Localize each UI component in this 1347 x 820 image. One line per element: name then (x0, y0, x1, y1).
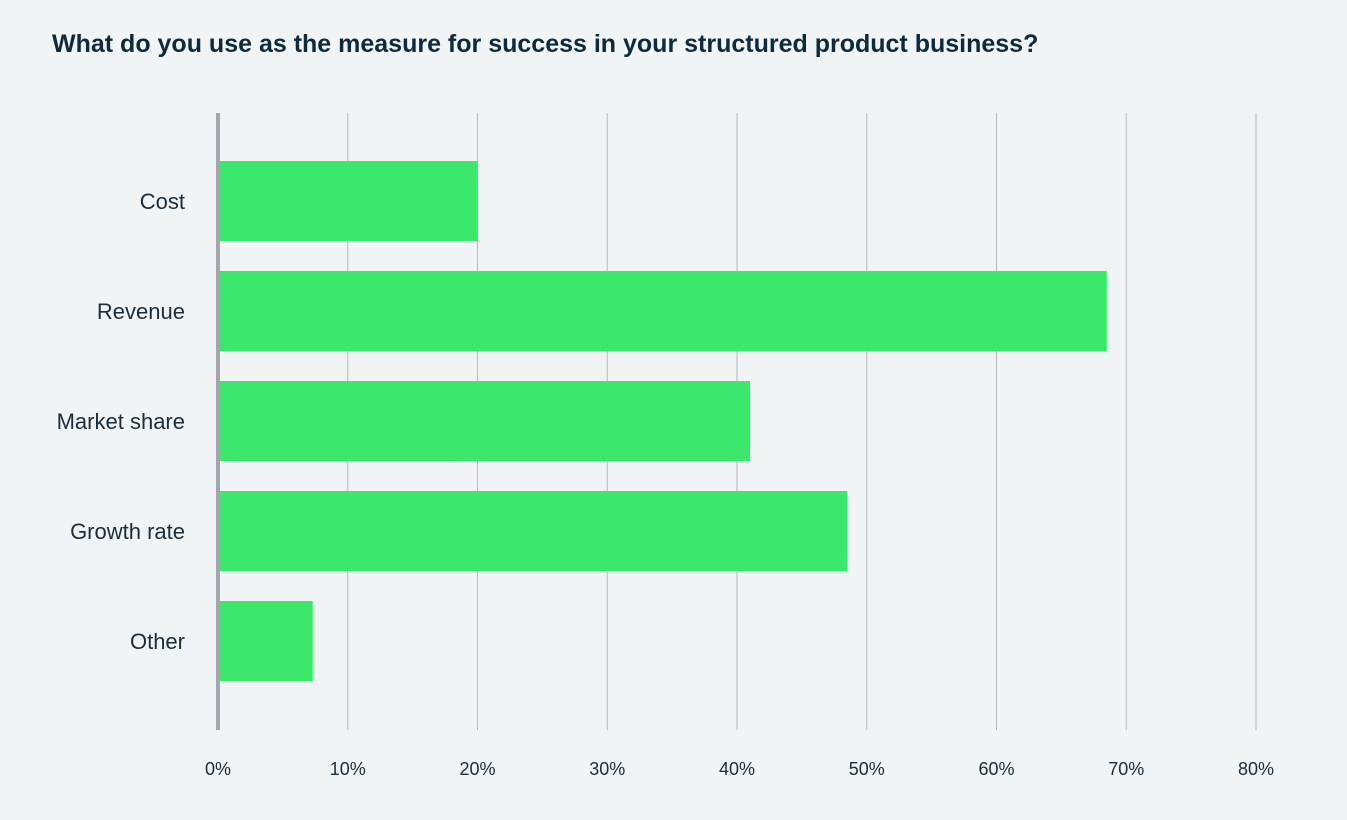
x-tick-label: 60% (978, 759, 1014, 779)
x-tick-label: 80% (1238, 759, 1274, 779)
category-label: Growth rate (70, 519, 185, 544)
bar (218, 271, 1107, 351)
bars (218, 161, 1107, 681)
x-tick-label: 0% (205, 759, 231, 779)
x-tick-label: 10% (330, 759, 366, 779)
x-tick-label: 30% (589, 759, 625, 779)
category-label: Other (130, 629, 185, 654)
x-tick-labels: 0% 10% 20% 30% 40% 50% 60% 70% 80% (205, 759, 1274, 779)
category-labels: Cost Revenue Market share Growth rate Other (57, 189, 185, 654)
x-tick-label: 20% (459, 759, 495, 779)
x-tick-label: 70% (1108, 759, 1144, 779)
category-label: Cost (140, 189, 185, 214)
category-label: Market share (57, 409, 185, 434)
bar (218, 381, 750, 461)
bar (218, 601, 313, 681)
chart-title: What do you use as the measure for succe… (52, 30, 1039, 58)
x-tick-label: 50% (849, 759, 885, 779)
bar (218, 161, 478, 241)
bar (218, 491, 848, 571)
category-label: Revenue (97, 299, 185, 324)
x-tick-label: 40% (719, 759, 755, 779)
